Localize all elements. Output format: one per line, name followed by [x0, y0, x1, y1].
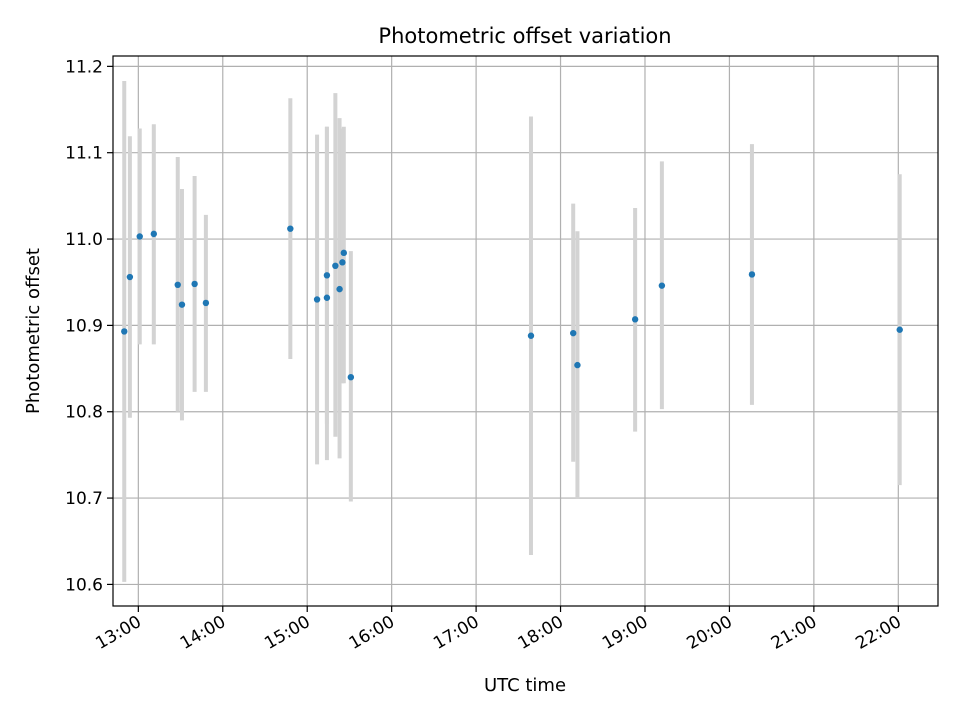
plot-frame — [112, 55, 939, 607]
data-point — [631, 316, 639, 323]
data-point — [178, 301, 186, 308]
x-axis-label: UTC time — [484, 675, 566, 696]
y-axis-ticks: 10.6 10.7 10.8 10.9 11.0 11.1 11.2 — [65, 57, 113, 595]
y-tick-label: 10.8 — [65, 403, 103, 423]
data-point — [313, 296, 321, 303]
data-point — [323, 272, 331, 279]
data-point — [174, 281, 181, 289]
y-tick-label: 11.0 — [65, 230, 103, 250]
data-point — [340, 249, 348, 257]
data-point — [658, 282, 666, 289]
data-point — [574, 361, 581, 369]
data-point — [896, 326, 903, 333]
data-point — [748, 271, 756, 278]
y-axis-label: Photometric offset — [23, 248, 44, 414]
y-tick-label: 11.2 — [65, 57, 103, 77]
data-points — [121, 225, 903, 381]
data-point — [126, 273, 134, 281]
data-point — [191, 280, 198, 288]
y-tick-label: 10.9 — [65, 316, 103, 336]
data-point — [121, 328, 128, 335]
data-point — [323, 294, 331, 301]
data-point — [527, 332, 535, 339]
data-point — [287, 225, 294, 232]
data-point — [150, 230, 158, 238]
y-tick-label: 10.6 — [65, 575, 103, 595]
data-point — [136, 233, 143, 240]
data-point — [339, 259, 346, 266]
grid — [113, 56, 938, 606]
data-point — [570, 329, 577, 337]
chart-title: Photometric offset variation — [378, 24, 671, 48]
y-tick-label: 11.1 — [65, 144, 103, 164]
data-point — [332, 262, 339, 270]
data-point — [347, 373, 355, 381]
y-tick-label: 10.7 — [65, 489, 103, 509]
data-point — [202, 299, 210, 307]
data-point — [336, 285, 343, 293]
